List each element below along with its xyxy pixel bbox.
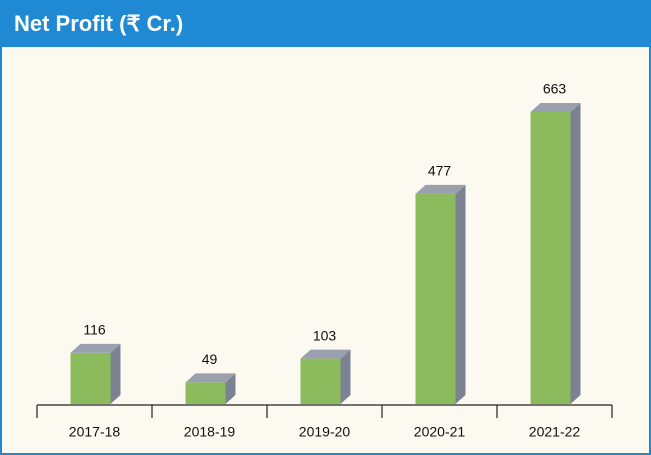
bar-side	[110, 343, 121, 404]
bar	[185, 382, 226, 404]
bar-top	[70, 343, 121, 353]
bar-side	[455, 184, 466, 404]
data-label: 663	[543, 81, 567, 97]
bar-top	[185, 373, 236, 383]
x-tick-label: 2019-20	[299, 424, 351, 440]
x-tick-label: 2018-19	[184, 424, 236, 440]
bar	[300, 358, 341, 404]
x-tick-label: 2021-22	[529, 424, 581, 440]
bar-top	[300, 349, 351, 359]
data-label: 477	[428, 163, 452, 179]
bar-side	[225, 373, 236, 404]
data-label: 49	[202, 351, 218, 367]
x-tick-label: 2017-18	[69, 424, 121, 440]
data-label: 116	[83, 322, 106, 338]
bar	[70, 352, 111, 404]
header-bar	[0, 0, 651, 47]
bar-side	[570, 103, 581, 404]
data-label: 103	[313, 327, 337, 343]
bar	[415, 193, 456, 404]
bar-top	[530, 103, 581, 112]
bar-top	[415, 184, 466, 194]
chart-title: Net Profit (₹ Cr.)	[14, 11, 183, 36]
x-tick-label: 2020-21	[414, 424, 466, 440]
bar	[530, 112, 571, 404]
bar-side	[340, 349, 351, 404]
